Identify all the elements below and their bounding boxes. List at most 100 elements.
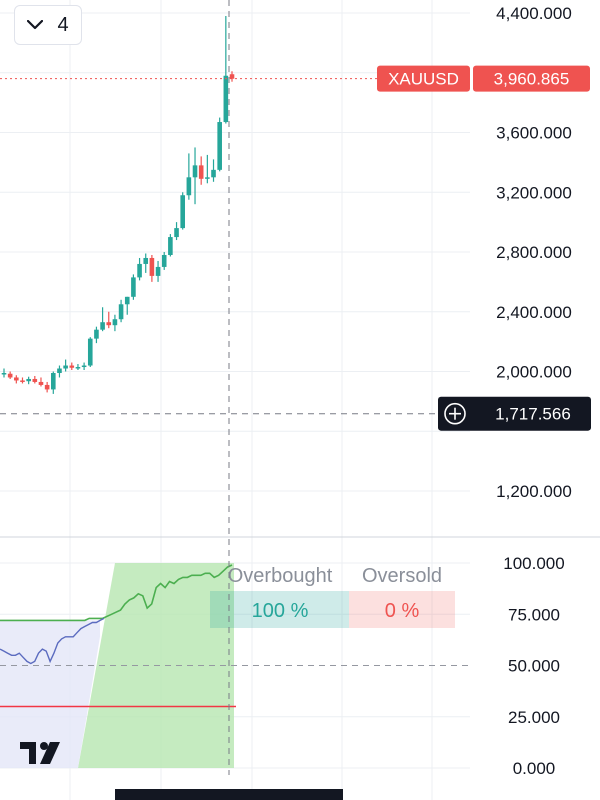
candle-body bbox=[75, 367, 81, 369]
chart-overlays: XAUUSD 3,960.865 1,717.566 bbox=[0, 0, 591, 775]
candle bbox=[112, 314, 118, 332]
candle-body bbox=[205, 177, 210, 179]
logo-part bbox=[40, 742, 60, 764]
candle bbox=[192, 147, 198, 205]
candle-body bbox=[192, 165, 198, 178]
candle-body bbox=[20, 380, 25, 382]
candle-body bbox=[131, 277, 136, 297]
symbol-label: XAUUSD bbox=[388, 70, 459, 89]
candle-body bbox=[106, 322, 112, 326]
candle bbox=[205, 154, 210, 184]
candle-body bbox=[223, 75, 229, 123]
candle-body bbox=[26, 378, 31, 382]
candle bbox=[161, 252, 167, 270]
candle-body bbox=[217, 122, 222, 170]
oscillator-line-blue bbox=[0, 617, 105, 665]
candle-body bbox=[229, 74, 235, 79]
candle-body bbox=[137, 263, 142, 278]
logo-part bbox=[20, 742, 36, 764]
candle-body bbox=[161, 254, 167, 267]
candle bbox=[100, 307, 105, 332]
overbought-value: 100 % bbox=[252, 600, 309, 622]
last-price-label-box bbox=[473, 65, 590, 92]
candle bbox=[50, 371, 56, 394]
candle-body bbox=[143, 257, 149, 264]
candle-body bbox=[100, 322, 105, 330]
candle bbox=[186, 153, 192, 200]
candle-body bbox=[14, 377, 19, 381]
candle bbox=[168, 234, 173, 257]
candlestick-series bbox=[1, 15, 235, 394]
oscillator-fill-area bbox=[0, 620, 100, 768]
candle bbox=[26, 376, 31, 385]
candle-body bbox=[81, 365, 87, 368]
candle bbox=[69, 362, 75, 371]
candle bbox=[229, 71, 235, 82]
candle bbox=[149, 254, 155, 282]
candle bbox=[180, 192, 186, 230]
indicator-tick-label: 50.000 bbox=[508, 657, 560, 676]
candle-body bbox=[186, 177, 192, 196]
last-price-label: 3,960.865 bbox=[494, 70, 570, 89]
tradingview-logo-icon bbox=[20, 742, 60, 764]
candle-body bbox=[7, 373, 13, 378]
candle-body bbox=[112, 319, 118, 326]
oversold-value: 0 % bbox=[385, 600, 420, 622]
candle bbox=[1, 368, 7, 378]
candle bbox=[20, 377, 25, 384]
candle-body bbox=[211, 169, 216, 178]
price-tick-label: 2,400.000 bbox=[496, 303, 572, 322]
candle bbox=[118, 299, 124, 323]
plus-circle bbox=[444, 402, 466, 425]
price-tick-label: 3,200.000 bbox=[496, 183, 572, 202]
candle bbox=[14, 375, 19, 384]
candle-body bbox=[57, 368, 62, 373]
candle bbox=[94, 326, 99, 344]
candle bbox=[174, 222, 179, 241]
candle-body bbox=[198, 165, 204, 179]
indicator-pane: Overbought Oversold 100 % 0 % bbox=[0, 563, 470, 768]
candle bbox=[81, 362, 87, 371]
price-tick-label: 2,000.000 bbox=[496, 363, 572, 382]
candle bbox=[106, 311, 112, 329]
candle-body bbox=[1, 372, 7, 375]
candle bbox=[155, 260, 161, 282]
price-axis: 4,400.000 3,600.000 3,200.000 2,800.000 2,40… bbox=[496, 4, 572, 778]
oversold-value-box bbox=[349, 591, 455, 628]
candle bbox=[124, 296, 130, 315]
candle bbox=[211, 159, 216, 182]
candle bbox=[87, 337, 93, 368]
candle bbox=[198, 156, 204, 185]
candle-body bbox=[168, 237, 173, 255]
indicator-tick-label: 0.000 bbox=[513, 759, 556, 778]
crosshair-price-label: 1,717.566 bbox=[495, 405, 571, 424]
candle bbox=[38, 377, 44, 387]
indicator-tick-label: 100.000 bbox=[503, 554, 564, 573]
candle bbox=[131, 274, 136, 300]
logo-part bbox=[40, 742, 48, 750]
indicator-tick-label: 75.000 bbox=[508, 605, 560, 624]
add-plus-icon[interactable] bbox=[444, 402, 466, 425]
oversold-label: Oversold bbox=[362, 565, 442, 587]
candle bbox=[32, 375, 38, 384]
candle bbox=[143, 253, 149, 273]
candle bbox=[75, 364, 81, 371]
candle-body bbox=[180, 195, 186, 229]
candle-body bbox=[94, 329, 99, 339]
candle-body bbox=[63, 365, 68, 369]
price-tick-label: 3,600.000 bbox=[496, 124, 572, 143]
candle-body bbox=[155, 266, 161, 276]
candle bbox=[57, 365, 62, 378]
collapse-indicators-button[interactable]: 4 bbox=[14, 5, 82, 45]
price-tick-label: 1,200.000 bbox=[496, 482, 572, 501]
candle bbox=[7, 371, 13, 379]
price-tick-label: 2,800.000 bbox=[496, 243, 572, 262]
candle-body bbox=[149, 257, 155, 276]
chevron-down-icon bbox=[27, 20, 44, 30]
candle-body bbox=[124, 296, 130, 305]
candle bbox=[217, 117, 222, 172]
crosshair-label-box bbox=[438, 396, 591, 431]
indicator-tick-label: 25.000 bbox=[508, 708, 560, 727]
candle bbox=[223, 15, 229, 124]
